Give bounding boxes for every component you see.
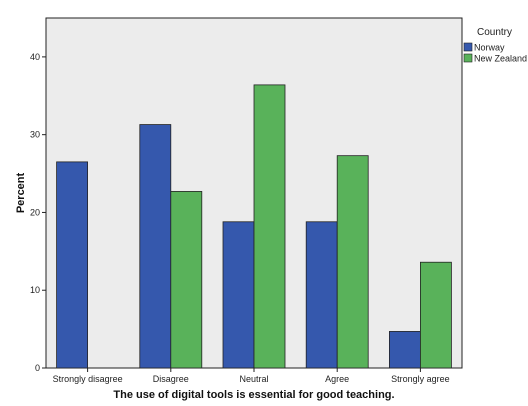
bar-norway-1 (139, 124, 172, 369)
legend-label: New Zealand (474, 54, 527, 64)
bar-new-zealand-3 (336, 155, 369, 369)
legend-label: Norway (474, 43, 505, 53)
x-tick-label: Disagree (153, 374, 189, 384)
x-tick-label: Strongly agree (391, 374, 450, 384)
x-axis-title: The use of digital tools is essential fo… (113, 389, 394, 401)
y-axis-title: Percent (15, 172, 27, 213)
bar-new-zealand-4 (419, 261, 452, 369)
x-tick-label: Neutral (239, 374, 268, 384)
bar-new-zealand-2 (253, 84, 286, 369)
bar-norway-2 (222, 221, 255, 369)
x-tick-label: Agree (325, 374, 349, 384)
y-tick-label: 10 (30, 285, 40, 295)
x-axis: Strongly disagree Disagree Neutral Agree Str… (53, 368, 450, 384)
x-tick-label: Strongly disagree (53, 374, 123, 384)
bar-new-zealand-1 (170, 191, 203, 369)
y-tick-label: 20 (30, 207, 40, 217)
y-tick-label: 30 (30, 130, 40, 140)
bar-norway-4 (388, 331, 421, 369)
bar-norway-0 (56, 161, 88, 369)
bars (56, 84, 452, 369)
legend-title: Country (477, 27, 512, 38)
y-tick-label: 0 (35, 363, 40, 373)
legend-swatch (463, 53, 473, 63)
y-tick-label: 40 (30, 52, 40, 62)
legend-swatch (463, 42, 473, 52)
bar-norway-3 (305, 221, 338, 369)
y-axis: 0 10 20 30 40 (30, 52, 46, 373)
